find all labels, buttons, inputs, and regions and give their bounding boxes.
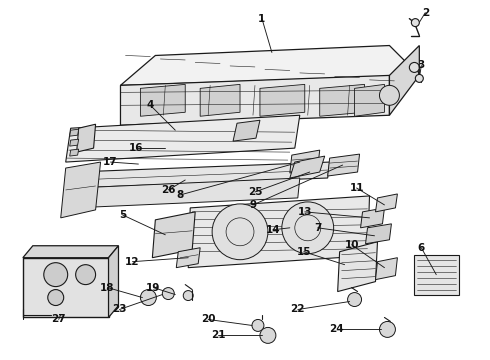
Text: 16: 16 [129, 143, 144, 153]
Text: 7: 7 [314, 223, 321, 233]
Polygon shape [76, 124, 96, 152]
Polygon shape [375, 258, 397, 280]
Circle shape [412, 19, 419, 27]
Circle shape [141, 289, 156, 306]
Circle shape [379, 321, 395, 337]
Text: 15: 15 [296, 247, 311, 257]
Polygon shape [290, 150, 319, 173]
Circle shape [212, 204, 268, 260]
Text: 2: 2 [422, 8, 429, 18]
Text: 24: 24 [329, 324, 344, 334]
Polygon shape [176, 248, 200, 268]
Circle shape [183, 291, 193, 301]
Polygon shape [141, 84, 185, 116]
Text: 5: 5 [119, 210, 126, 220]
Polygon shape [188, 196, 369, 268]
Text: 13: 13 [297, 207, 312, 217]
Circle shape [75, 265, 96, 285]
Circle shape [282, 202, 334, 254]
Polygon shape [23, 258, 108, 318]
Text: 3: 3 [417, 60, 425, 71]
Text: 12: 12 [125, 257, 140, 267]
Text: 20: 20 [201, 314, 216, 324]
Text: 6: 6 [417, 243, 425, 253]
Polygon shape [200, 84, 240, 116]
Circle shape [260, 328, 276, 343]
Text: 11: 11 [349, 183, 364, 193]
Polygon shape [233, 120, 260, 141]
Text: 21: 21 [211, 330, 225, 341]
Polygon shape [375, 194, 397, 212]
Circle shape [416, 75, 423, 82]
Polygon shape [74, 178, 300, 208]
Polygon shape [319, 84, 365, 116]
Circle shape [379, 85, 399, 105]
Text: 26: 26 [161, 185, 175, 195]
Text: 10: 10 [344, 240, 359, 250]
Circle shape [409, 62, 419, 72]
Polygon shape [152, 212, 195, 258]
Circle shape [252, 319, 264, 332]
Polygon shape [361, 208, 385, 228]
Polygon shape [355, 84, 385, 116]
Circle shape [347, 293, 362, 306]
Polygon shape [70, 149, 78, 156]
Polygon shape [61, 162, 100, 218]
Polygon shape [290, 156, 325, 178]
Polygon shape [70, 129, 78, 136]
Text: 25: 25 [248, 187, 262, 197]
Text: 14: 14 [266, 225, 280, 235]
Polygon shape [121, 45, 419, 85]
Polygon shape [74, 162, 330, 188]
Polygon shape [415, 255, 459, 294]
Text: 19: 19 [146, 283, 161, 293]
Polygon shape [70, 139, 78, 146]
Polygon shape [260, 84, 305, 116]
Polygon shape [108, 246, 119, 318]
Text: 8: 8 [176, 190, 184, 200]
Text: 22: 22 [291, 305, 305, 315]
Polygon shape [121, 75, 390, 125]
Polygon shape [338, 242, 377, 292]
Polygon shape [390, 45, 419, 115]
Text: 23: 23 [112, 305, 127, 315]
Polygon shape [66, 115, 300, 162]
Text: 4: 4 [147, 100, 154, 110]
Text: 17: 17 [103, 157, 118, 167]
Polygon shape [328, 154, 360, 176]
Circle shape [48, 289, 64, 306]
Circle shape [44, 263, 68, 287]
Polygon shape [23, 246, 119, 258]
Circle shape [162, 288, 174, 300]
Text: 27: 27 [51, 314, 66, 324]
Text: 9: 9 [249, 200, 257, 210]
Text: 1: 1 [258, 14, 266, 24]
Text: 18: 18 [100, 283, 115, 293]
Polygon shape [366, 224, 392, 244]
